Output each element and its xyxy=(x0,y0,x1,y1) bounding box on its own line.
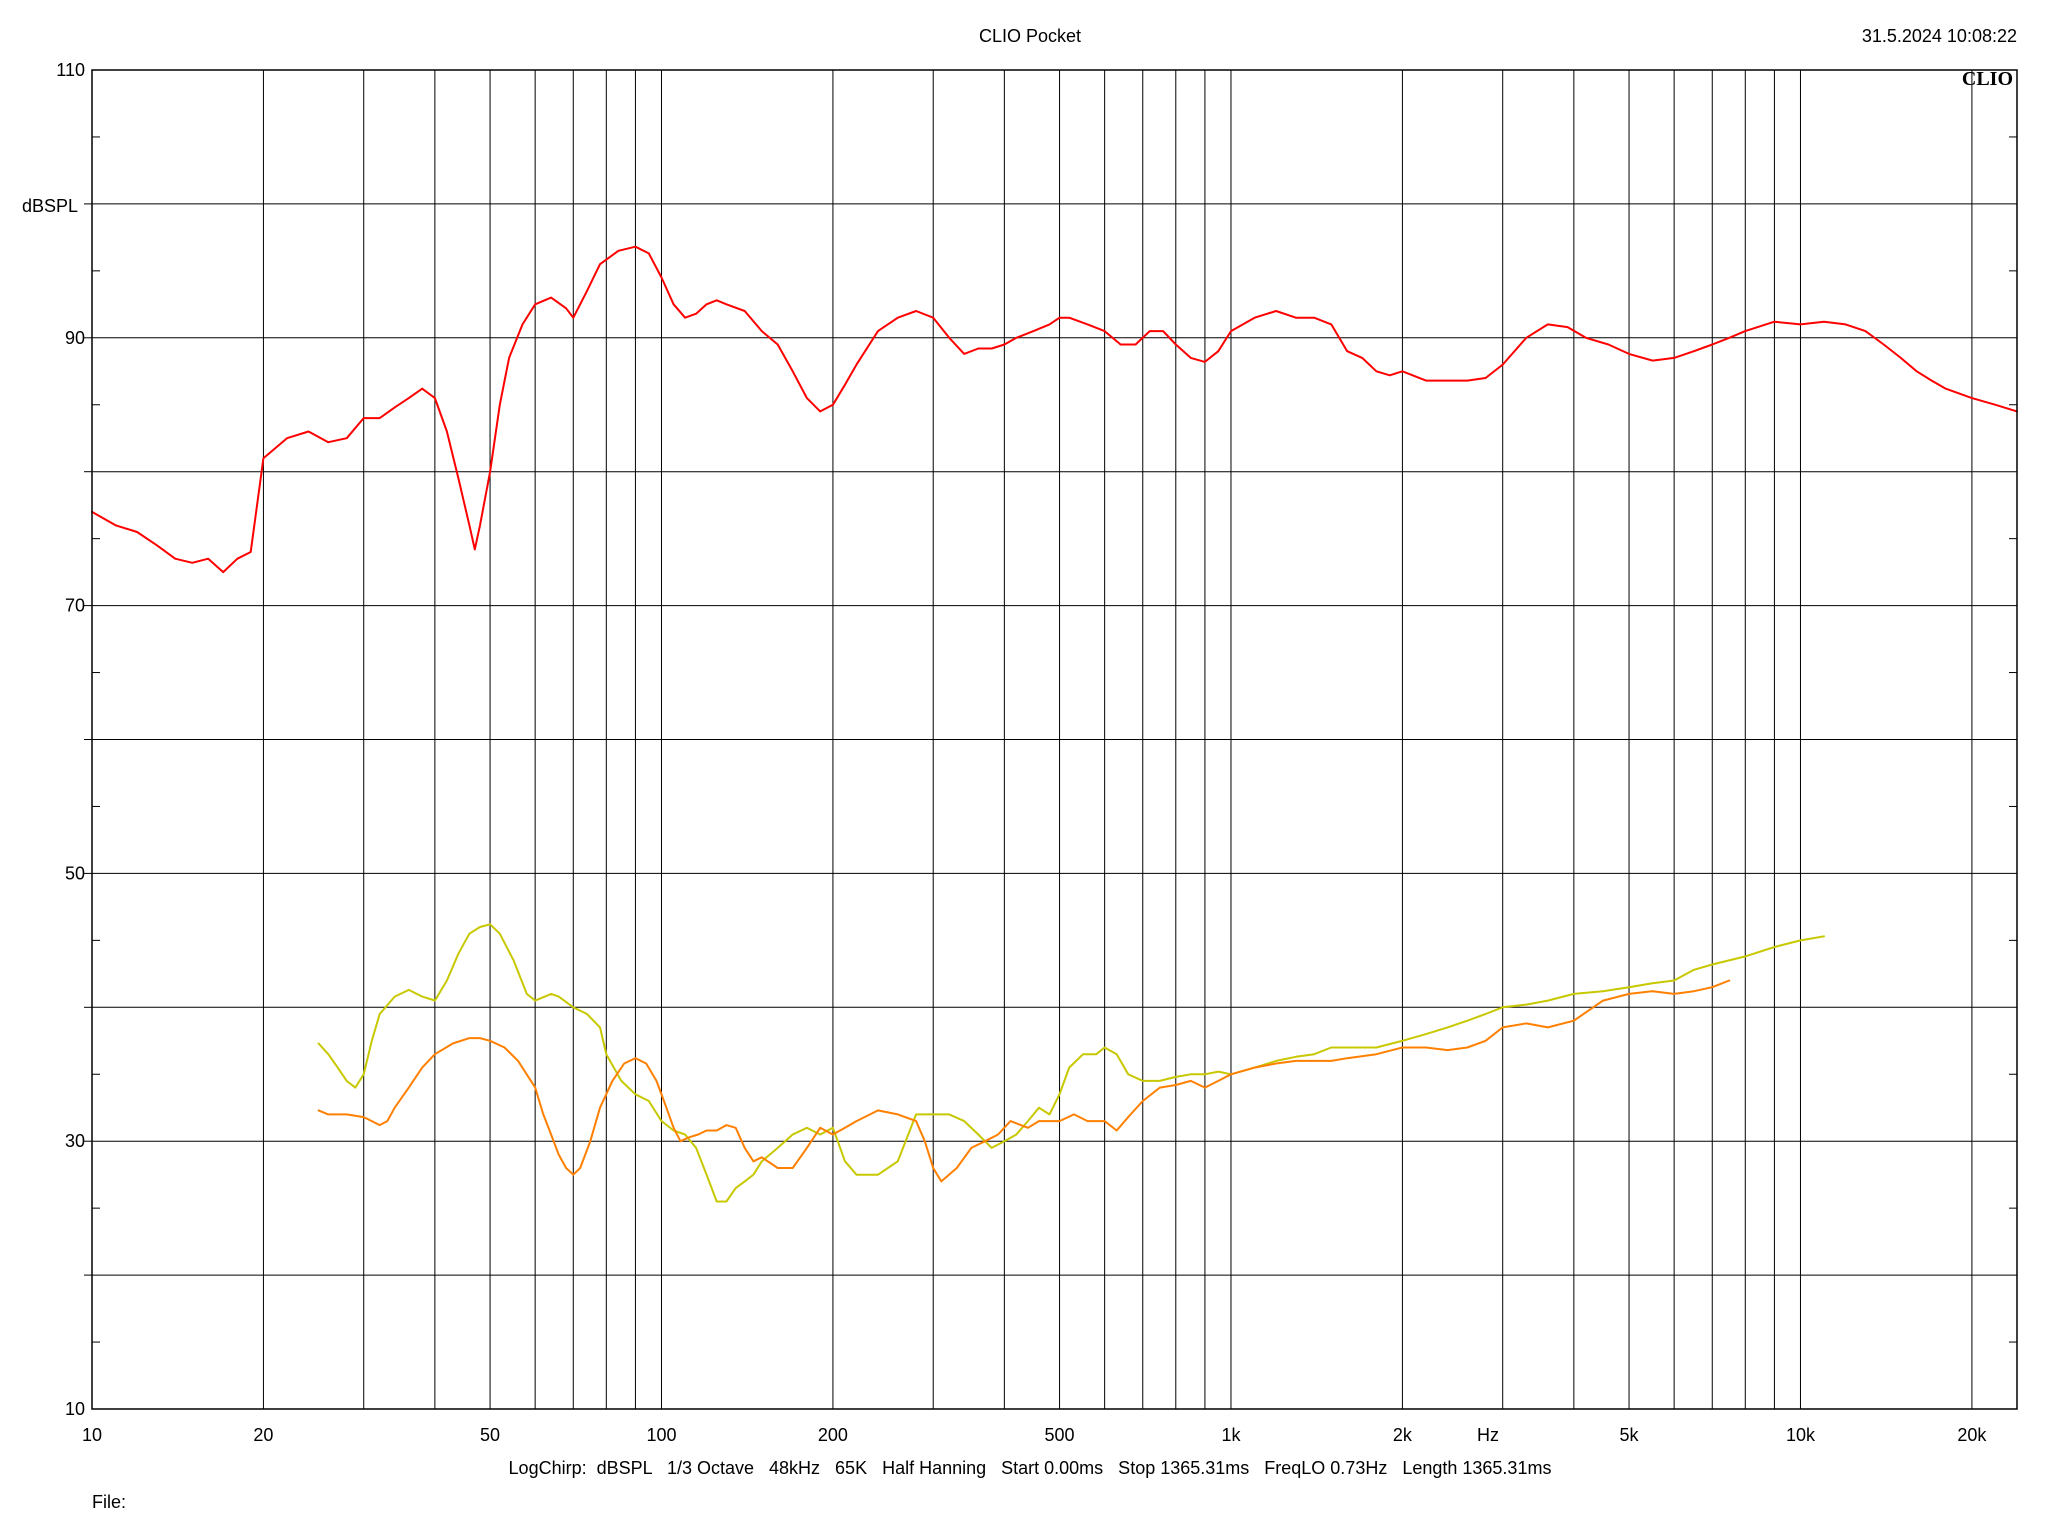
x-tick-label: 2k xyxy=(1393,1425,1413,1445)
y-tick-label: 50 xyxy=(65,863,85,883)
x-tick-label: 500 xyxy=(1045,1425,1075,1445)
y-tick-label: 30 xyxy=(65,1131,85,1151)
x-tick-label: 10k xyxy=(1786,1425,1816,1445)
y-axis-tick-labels: 110 90 70 50 30 10 xyxy=(56,60,85,1419)
x-tick-label: 50 xyxy=(480,1425,500,1445)
y-tick-label: 70 xyxy=(65,596,85,616)
plot-series xyxy=(91,245,2018,1203)
chart-title: CLIO Pocket xyxy=(979,26,1081,46)
series-line-3 xyxy=(317,979,1731,1183)
x-axis-label: Hz xyxy=(1477,1425,1499,1445)
x-tick-label: 1k xyxy=(1221,1425,1241,1445)
grid-major xyxy=(92,70,2017,1409)
x-axis-tick-labels: 10 20 50 100 200 500 1k 2k 5k 10k 20k xyxy=(82,1425,1987,1445)
series-line-1 xyxy=(91,245,2018,574)
x-tick-label: 10 xyxy=(82,1425,102,1445)
x-tick-label: 100 xyxy=(646,1425,676,1445)
x-tick-label: 20k xyxy=(1957,1425,1987,1445)
y-tick-label: 90 xyxy=(65,328,85,348)
x-tick-label: 200 xyxy=(818,1425,848,1445)
y-tick-label: 110 xyxy=(56,60,85,80)
measurement-settings: LogChirp: dBSPL 1/3 Octave 48kHz 65K Hal… xyxy=(509,1458,1552,1478)
x-tick-label: 5k xyxy=(1620,1425,1640,1445)
plot-frame xyxy=(91,69,2018,1410)
timestamp: 31.5.2024 10:08:22 xyxy=(1862,26,2017,46)
file-label: File: xyxy=(92,1492,126,1512)
y-axis-label: dBSPL xyxy=(22,196,78,216)
clio-logo: CLIO xyxy=(1962,68,2013,90)
axis-ticks xyxy=(84,136,2017,1343)
x-tick-label: 20 xyxy=(253,1425,273,1445)
y-tick-label: 10 xyxy=(65,1399,85,1419)
series-line-2 xyxy=(317,923,1825,1203)
